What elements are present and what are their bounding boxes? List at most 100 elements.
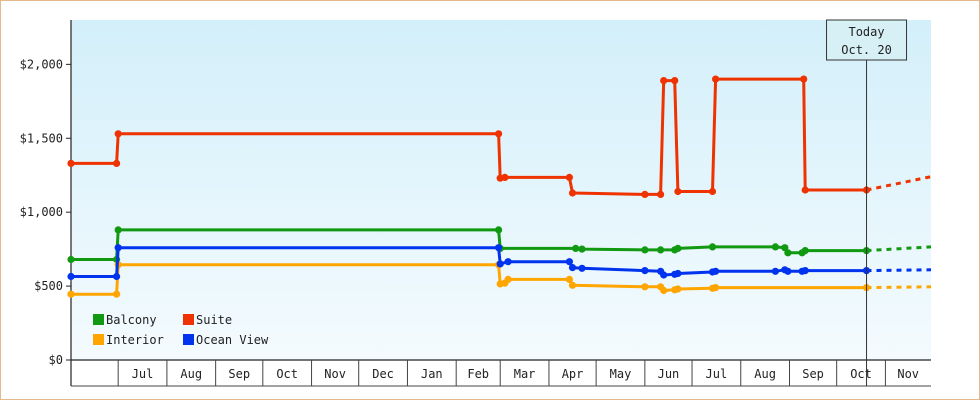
legend-item-ocean-view: Ocean View bbox=[183, 333, 269, 347]
data-point bbox=[641, 283, 649, 291]
data-point bbox=[568, 189, 577, 197]
data-point bbox=[67, 159, 75, 167]
data-point bbox=[113, 159, 121, 167]
y-tick-label: $1,500 bbox=[20, 131, 63, 145]
data-point bbox=[708, 243, 717, 251]
x-tick-label: Nov bbox=[897, 367, 919, 381]
data-point bbox=[801, 186, 809, 194]
x-tick-label: Jul bbox=[706, 367, 728, 381]
legend-label: Balcony bbox=[106, 313, 157, 327]
today-date: Oct. 20 bbox=[841, 43, 892, 57]
data-point bbox=[671, 77, 679, 85]
legend-label: Interior bbox=[106, 333, 164, 347]
data-point bbox=[565, 173, 574, 181]
x-tick-label: Jul bbox=[132, 367, 154, 381]
legend: Balcony Suite Interior Ocean View bbox=[93, 313, 269, 347]
data-point bbox=[801, 247, 809, 255]
data-point bbox=[67, 272, 75, 281]
data-point bbox=[641, 267, 649, 275]
data-point bbox=[674, 285, 682, 293]
data-point bbox=[67, 290, 75, 298]
data-point bbox=[495, 130, 503, 138]
data-point bbox=[568, 281, 577, 289]
data-point bbox=[801, 267, 809, 275]
x-tick-label: Mar bbox=[514, 367, 536, 381]
x-tick-label: Apr bbox=[562, 367, 584, 381]
data-point bbox=[800, 75, 808, 83]
legend-item-interior: Interior bbox=[93, 333, 164, 347]
data-point bbox=[641, 190, 649, 198]
data-point bbox=[674, 187, 682, 196]
legend-swatch bbox=[93, 334, 104, 345]
data-point bbox=[501, 173, 509, 181]
data-point bbox=[708, 187, 717, 196]
legend-swatch bbox=[93, 314, 104, 325]
data-point bbox=[495, 226, 503, 234]
legend-swatch bbox=[183, 334, 194, 345]
data-point bbox=[495, 244, 503, 252]
x-tick-label: Nov bbox=[324, 367, 346, 381]
legend-label: Ocean View bbox=[196, 333, 269, 347]
data-point bbox=[113, 290, 121, 298]
series-group bbox=[67, 75, 932, 298]
x-tick-label: Oct bbox=[276, 367, 298, 381]
x-tick-label: Aug bbox=[754, 367, 776, 381]
axes: $0 $500 $1,000 $1,500 $2,000 Jul Aug Sep Oct Nov D… bbox=[20, 20, 931, 387]
plot-background bbox=[71, 20, 931, 360]
series-projection bbox=[866, 175, 932, 192]
x-tick-label: Jun bbox=[658, 367, 680, 381]
data-point bbox=[578, 264, 586, 272]
series-line bbox=[71, 77, 867, 196]
data-point bbox=[67, 255, 75, 264]
data-point bbox=[784, 249, 792, 257]
data-point bbox=[771, 243, 780, 251]
x-tick-label: Feb bbox=[467, 367, 489, 381]
legend-label: Suite bbox=[196, 313, 232, 327]
x-tick-label: Sep bbox=[802, 367, 824, 381]
series-projection bbox=[866, 285, 932, 290]
x-tick-label: Oct bbox=[850, 367, 872, 381]
x-tick-label: May bbox=[610, 367, 632, 381]
series-balcony bbox=[67, 226, 932, 264]
x-tick-label: Sep bbox=[228, 367, 250, 381]
data-point bbox=[784, 267, 792, 275]
data-point bbox=[660, 271, 668, 279]
legend-swatch bbox=[183, 314, 194, 325]
data-point bbox=[572, 244, 580, 252]
data-point bbox=[496, 260, 504, 268]
today-box bbox=[826, 19, 908, 61]
series-suite bbox=[67, 75, 932, 198]
data-point bbox=[674, 244, 682, 252]
x-tick-label: Jan bbox=[421, 367, 443, 381]
legend-item-balcony: Balcony bbox=[93, 313, 157, 327]
series-projection bbox=[866, 245, 932, 253]
y-tick-label: $500 bbox=[34, 279, 63, 293]
data-point bbox=[578, 245, 586, 253]
data-point bbox=[568, 264, 577, 272]
data-point bbox=[660, 77, 668, 85]
today-label: Today bbox=[848, 25, 884, 39]
data-point bbox=[114, 226, 122, 234]
legend-item-suite: Suite bbox=[183, 313, 232, 327]
data-point bbox=[657, 190, 665, 198]
data-point bbox=[660, 286, 668, 295]
data-point bbox=[504, 275, 512, 283]
data-point bbox=[712, 284, 720, 292]
data-point bbox=[712, 267, 720, 275]
data-point bbox=[657, 246, 665, 254]
x-tick-label: Dec bbox=[372, 367, 394, 381]
y-tick-label: $1,000 bbox=[20, 205, 63, 219]
data-point bbox=[114, 130, 122, 138]
data-point bbox=[712, 75, 720, 83]
data-point bbox=[565, 275, 574, 283]
data-point bbox=[565, 258, 574, 266]
data-point bbox=[641, 246, 649, 254]
data-point bbox=[113, 272, 121, 281]
data-point bbox=[674, 269, 682, 278]
today-marker: Today Oct. 20 bbox=[826, 19, 908, 386]
y-tick-label: $0 bbox=[49, 353, 63, 367]
data-point bbox=[504, 258, 512, 266]
x-tick-label: Aug bbox=[180, 367, 202, 381]
y-tick-label: $2,000 bbox=[20, 57, 63, 71]
